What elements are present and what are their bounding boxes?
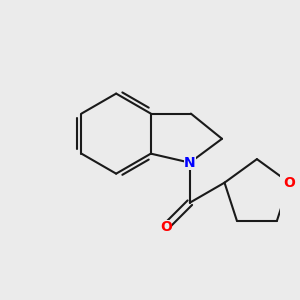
Text: O: O	[160, 220, 172, 234]
Text: O: O	[284, 176, 295, 190]
Text: N: N	[184, 156, 196, 170]
